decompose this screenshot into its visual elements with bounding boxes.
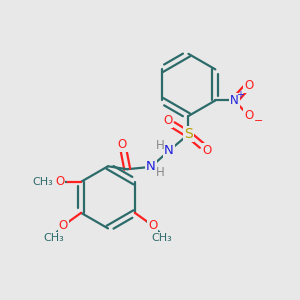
Text: O: O: [163, 114, 172, 127]
Text: S: S: [184, 127, 193, 141]
Text: O: O: [202, 143, 212, 157]
Text: N: N: [164, 143, 173, 157]
Text: +: +: [236, 90, 244, 100]
Text: O: O: [148, 219, 157, 232]
Text: −: −: [254, 116, 263, 126]
Text: N: N: [230, 94, 239, 107]
Text: O: O: [118, 138, 127, 151]
Text: CH₃: CH₃: [44, 233, 64, 243]
Text: H: H: [156, 166, 165, 179]
Text: CH₃: CH₃: [152, 233, 172, 243]
Text: O: O: [55, 175, 64, 188]
Text: H: H: [155, 139, 164, 152]
Text: CH₃: CH₃: [33, 177, 53, 187]
Text: O: O: [59, 219, 68, 232]
Text: O: O: [244, 109, 254, 122]
Text: O: O: [244, 79, 254, 92]
Text: N: N: [146, 160, 156, 173]
